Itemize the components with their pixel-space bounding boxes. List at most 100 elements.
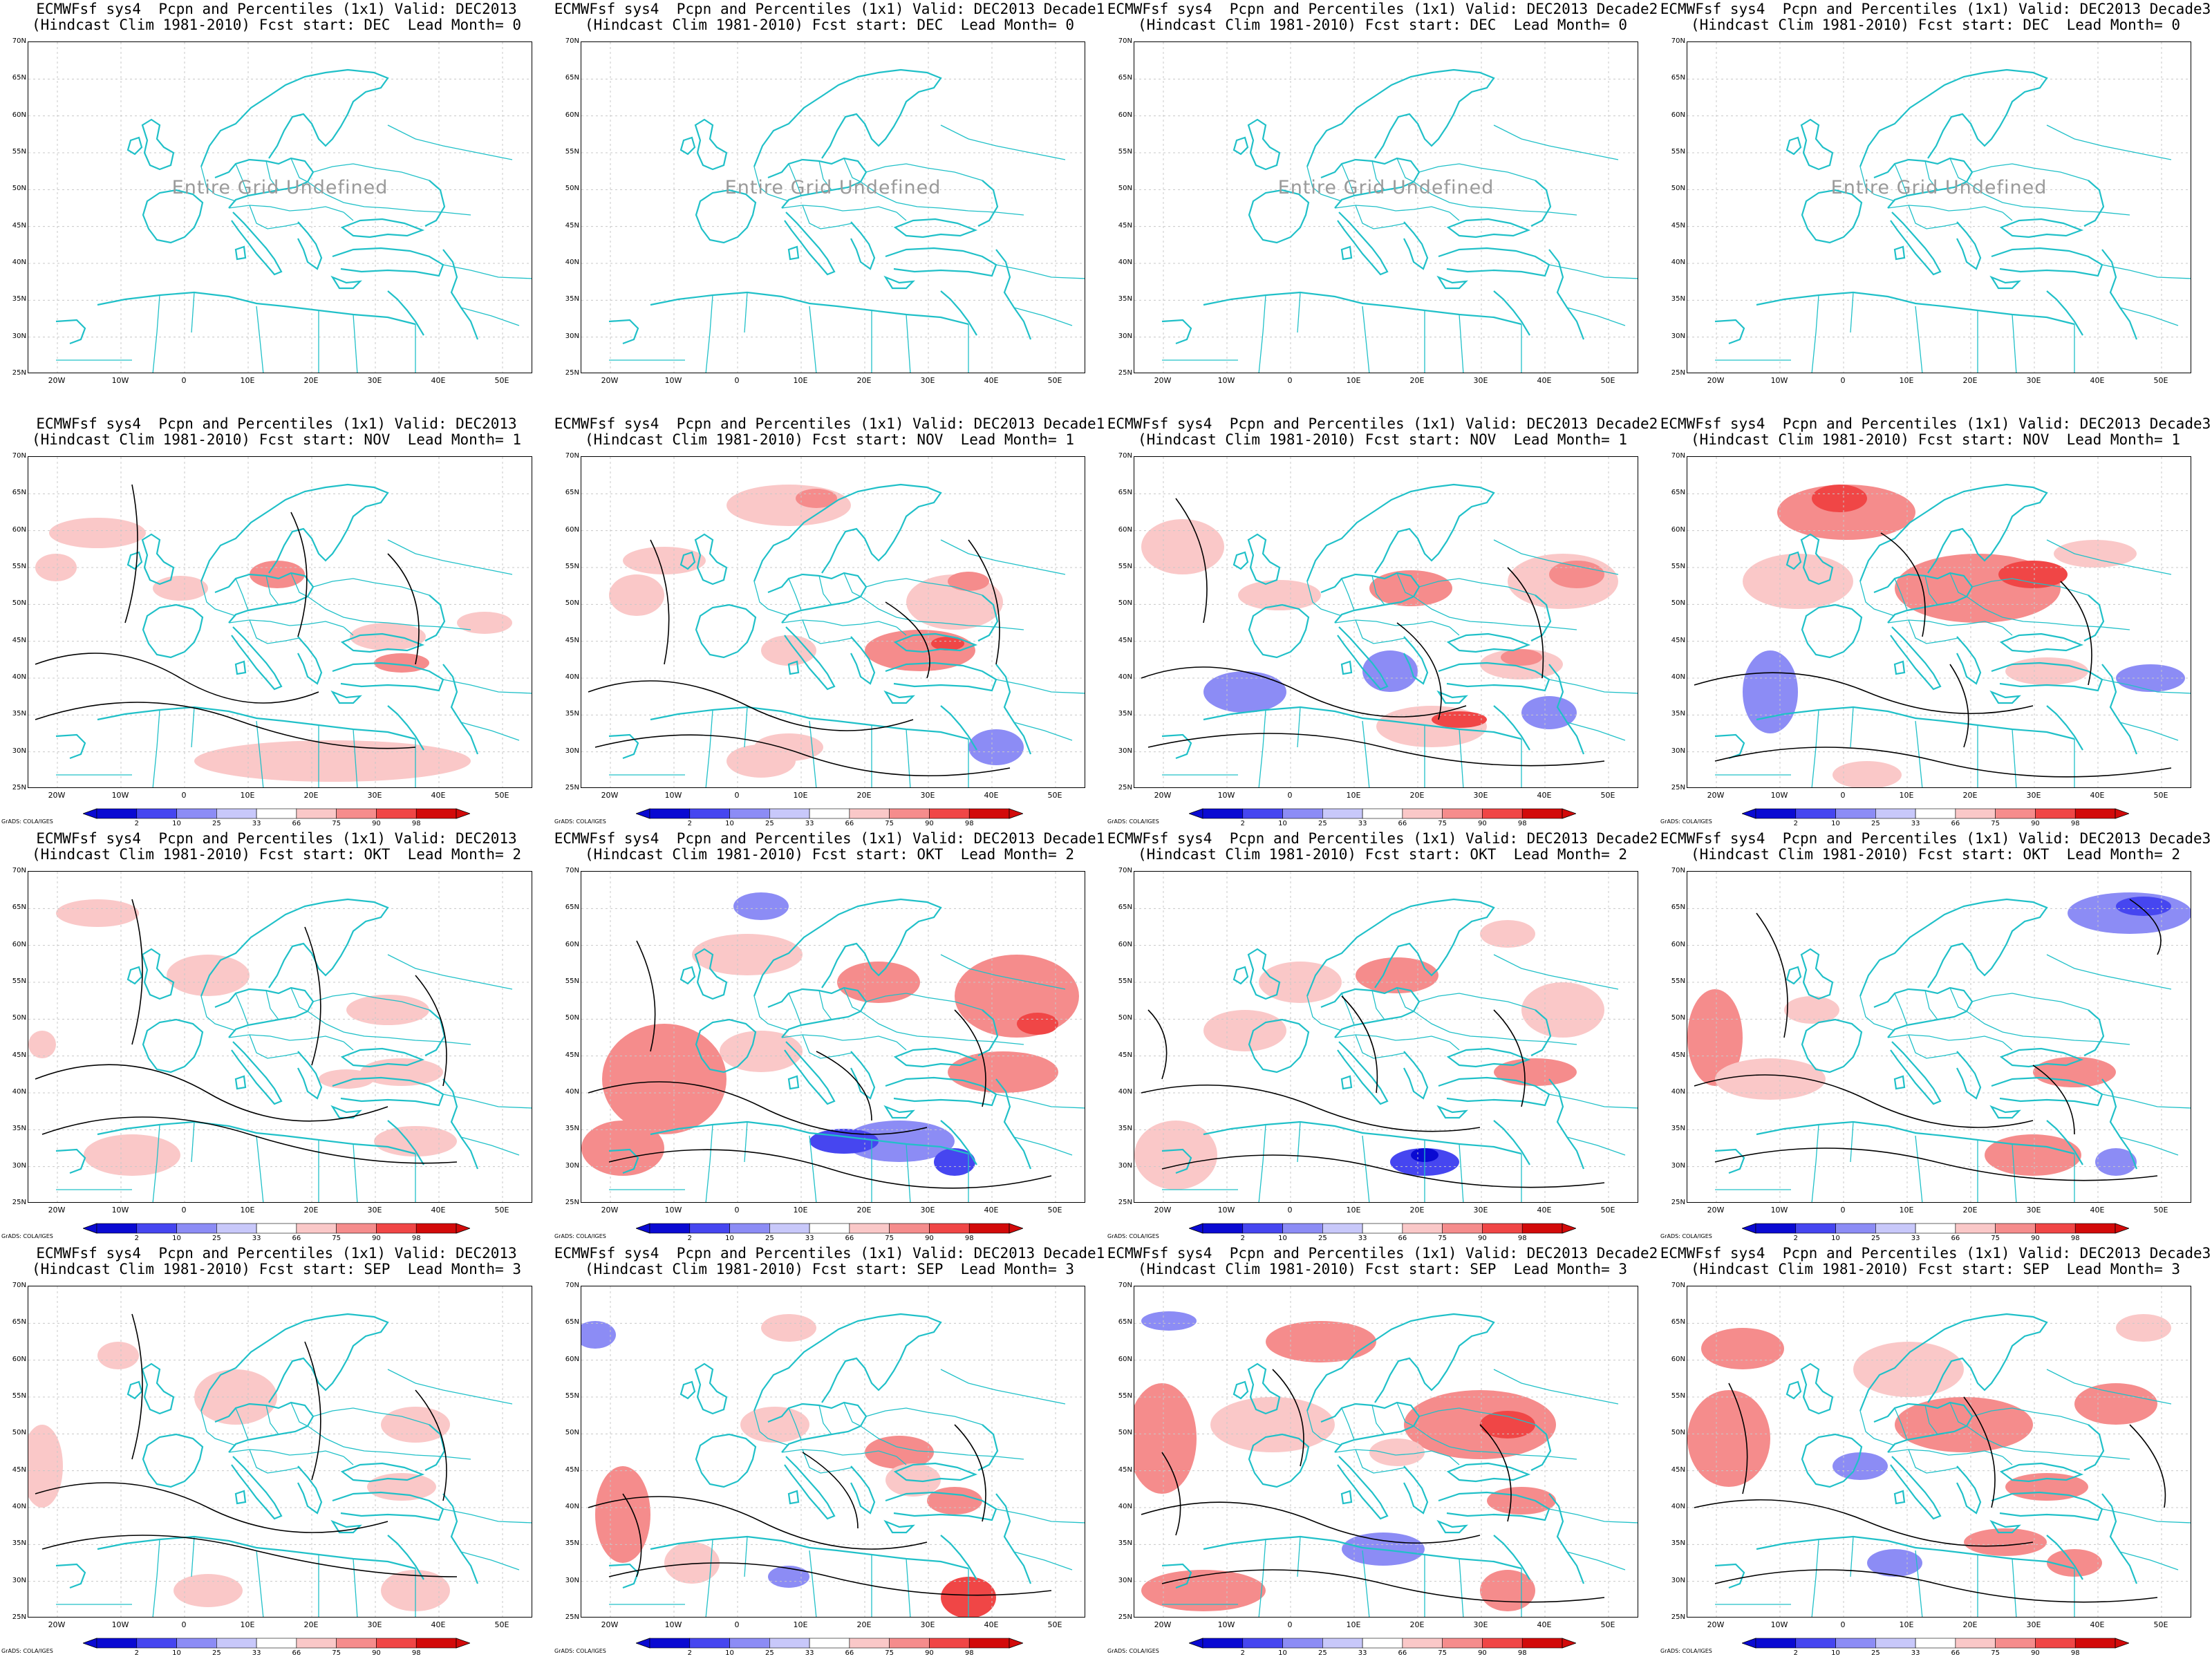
- colorbar-label: 25: [1318, 820, 1327, 827]
- lat-tick-label: 65N: [12, 489, 26, 497]
- colorbar-label: 33: [805, 820, 814, 827]
- colorbar-segment: [256, 1223, 297, 1234]
- colorbar-segment: [336, 1638, 377, 1649]
- colorbar-segment: [929, 808, 970, 819]
- country-border: [1859, 166, 1895, 202]
- percentile-shading: [1687, 1390, 1770, 1487]
- colorbar-segment: [1202, 1223, 1244, 1234]
- country-border: [705, 1124, 713, 1202]
- country-border: [1258, 1124, 1266, 1202]
- colorbar-label: 25: [1871, 820, 1880, 827]
- panel-title-line1: ECMWFsf sys4 Pcpn and Percentiles (1x1) …: [1660, 1, 2211, 17]
- country-border: [256, 306, 264, 373]
- colorbar-segment: [256, 808, 297, 819]
- coastline: [1320, 986, 1421, 1038]
- lon-tick-label: 10E: [240, 1620, 255, 1629]
- lon-tick-label: 40E: [2090, 1206, 2105, 1215]
- lat-tick-label: 70N: [1118, 452, 1132, 460]
- panel-title: ECMWFsf sys4 Pcpn and Percentiles (1x1) …: [0, 1, 553, 33]
- lat-tick-label: 50N: [12, 599, 26, 608]
- colorbar: [1189, 808, 1576, 819]
- coastline: [679, 136, 696, 156]
- coastline: [1801, 1018, 1863, 1074]
- lat-tick-label: 40N: [12, 1088, 26, 1096]
- coastline: [1548, 664, 1585, 755]
- lat-tick-label: 35N: [565, 1125, 579, 1133]
- country-border: [1362, 306, 1370, 373]
- coastline: [1893, 245, 1906, 261]
- colorbar-arrow-left: [1742, 808, 1756, 819]
- precip-contour: [1141, 1501, 1481, 1544]
- colorbar-segment: [769, 808, 810, 819]
- coastline: [1203, 291, 1522, 326]
- lat-tick-label: 50N: [1118, 599, 1132, 608]
- colorbar-label: 98: [411, 820, 421, 827]
- lon-tick-label: 30E: [2026, 1206, 2041, 1215]
- country-border: [1418, 1407, 1536, 1425]
- lat-tick-label: 70N: [12, 452, 26, 460]
- colorbar-label: 90: [925, 820, 934, 827]
- lon-tick-label: 10E: [793, 376, 808, 385]
- lat-tick-label: 25N: [565, 1199, 579, 1206]
- colorbar-label: 33: [252, 820, 261, 827]
- precip-contour: [1756, 912, 1788, 1038]
- lon-tick-label: 10W: [1217, 791, 1235, 800]
- lon-tick-label: 40E: [2090, 376, 2105, 385]
- country-border: [1396, 158, 1414, 182]
- map-frame: [28, 1286, 532, 1618]
- panel-title: ECMWFsf sys4 Pcpn and Percentiles (1x1) …: [1106, 416, 1659, 448]
- country-border: [995, 264, 1085, 279]
- percentile-shading: [1998, 561, 2068, 588]
- percentile-shading: [1687, 989, 1743, 1086]
- coastline: [650, 1121, 969, 1155]
- coastline: [1873, 986, 1974, 1038]
- country-border: [1887, 1034, 2003, 1042]
- precip-contour: [35, 702, 416, 749]
- coastline: [1859, 68, 2048, 167]
- colorbar-label: 2: [1793, 1649, 1798, 1657]
- coastline: [142, 189, 204, 244]
- coastline: [995, 249, 1032, 340]
- lon-tick-label: 10W: [111, 1206, 129, 1215]
- country-border: [2046, 539, 2172, 575]
- coastline: [977, 180, 999, 227]
- colorbar-segment: [809, 1638, 850, 1649]
- grads-credit: GrADS: COLA/IGES: [1, 1648, 53, 1654]
- lat-tick-label: 60N: [565, 525, 579, 534]
- country-border: [1966, 596, 2130, 630]
- country-border: [2046, 1369, 2172, 1405]
- coastline: [608, 319, 639, 345]
- coastline: [1859, 483, 2048, 582]
- coastline: [787, 245, 800, 261]
- coastline: [694, 118, 728, 171]
- coastline: [940, 705, 977, 751]
- lon-tick-label: 0: [181, 791, 187, 800]
- country-border: [152, 1124, 160, 1202]
- colorbar-segment: [1755, 808, 1797, 819]
- lat-tick-label: 45N: [12, 1465, 26, 1474]
- country-border: [802, 619, 853, 644]
- country-border: [1413, 181, 1577, 216]
- percentile-shading: [1501, 649, 1542, 666]
- country-border: [1371, 990, 1385, 1020]
- map-panel: ECMWFsf sys4 Pcpn and Percentiles (1x1) …: [553, 415, 1106, 830]
- colorbar-label: 10: [172, 820, 181, 827]
- lon-tick-label: 50E: [494, 376, 509, 385]
- coastline: [695, 1018, 757, 1074]
- country-border: [818, 575, 832, 606]
- lat-tick-label: 45N: [12, 221, 26, 229]
- lat-tick-label: 30N: [1118, 332, 1132, 340]
- country-border: [1850, 706, 1854, 748]
- colorbar-segment: [1755, 1638, 1797, 1649]
- colorbar-segment: [809, 1223, 850, 1234]
- coastline: [2046, 705, 2083, 751]
- country-border: [1811, 1124, 1819, 1202]
- country-border: [1850, 1121, 1854, 1163]
- panel-title-line1: ECMWFsf sys4 Pcpn and Percentiles (1x1) …: [1660, 415, 2211, 432]
- panel-title-line1: ECMWFsf sys4 Pcpn and Percentiles (1x1) …: [554, 830, 1105, 847]
- percentile-shading: [174, 1574, 243, 1607]
- lat-tick-label: 50N: [12, 1429, 26, 1437]
- lat-tick-label: 55N: [12, 148, 26, 156]
- country-border: [2012, 314, 2017, 373]
- lat-tick-label: 50N: [565, 599, 579, 608]
